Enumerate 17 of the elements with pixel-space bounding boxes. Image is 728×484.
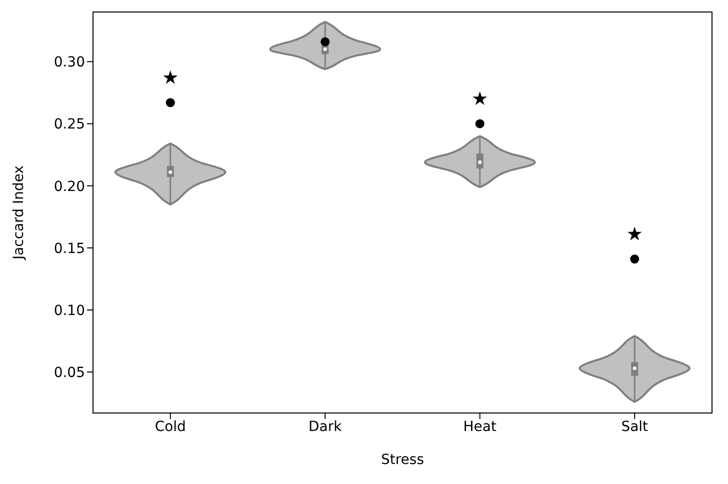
y-tick-label: 0.05: [54, 365, 85, 381]
y-tick-label: 0.10: [54, 302, 85, 319]
x-tick-label: Heat: [463, 418, 497, 435]
x-tick-label: Dark: [308, 418, 343, 435]
y-tick-label: 0.25: [54, 116, 85, 133]
y-tick-label: 0.15: [54, 240, 85, 257]
point: [630, 254, 640, 264]
x-tick-label: Salt: [621, 418, 649, 435]
point: [475, 119, 484, 128]
x-axis-title: Stress: [380, 452, 424, 468]
point: [320, 37, 330, 46]
y-tick-label: 0.30: [54, 54, 85, 71]
point: [166, 98, 175, 108]
x-tick-label: Cold: [154, 418, 186, 435]
y-tick-label: 0.20: [54, 178, 85, 195]
y-axis-title: Jaccard Index: [10, 165, 27, 261]
point: [163, 70, 178, 84]
